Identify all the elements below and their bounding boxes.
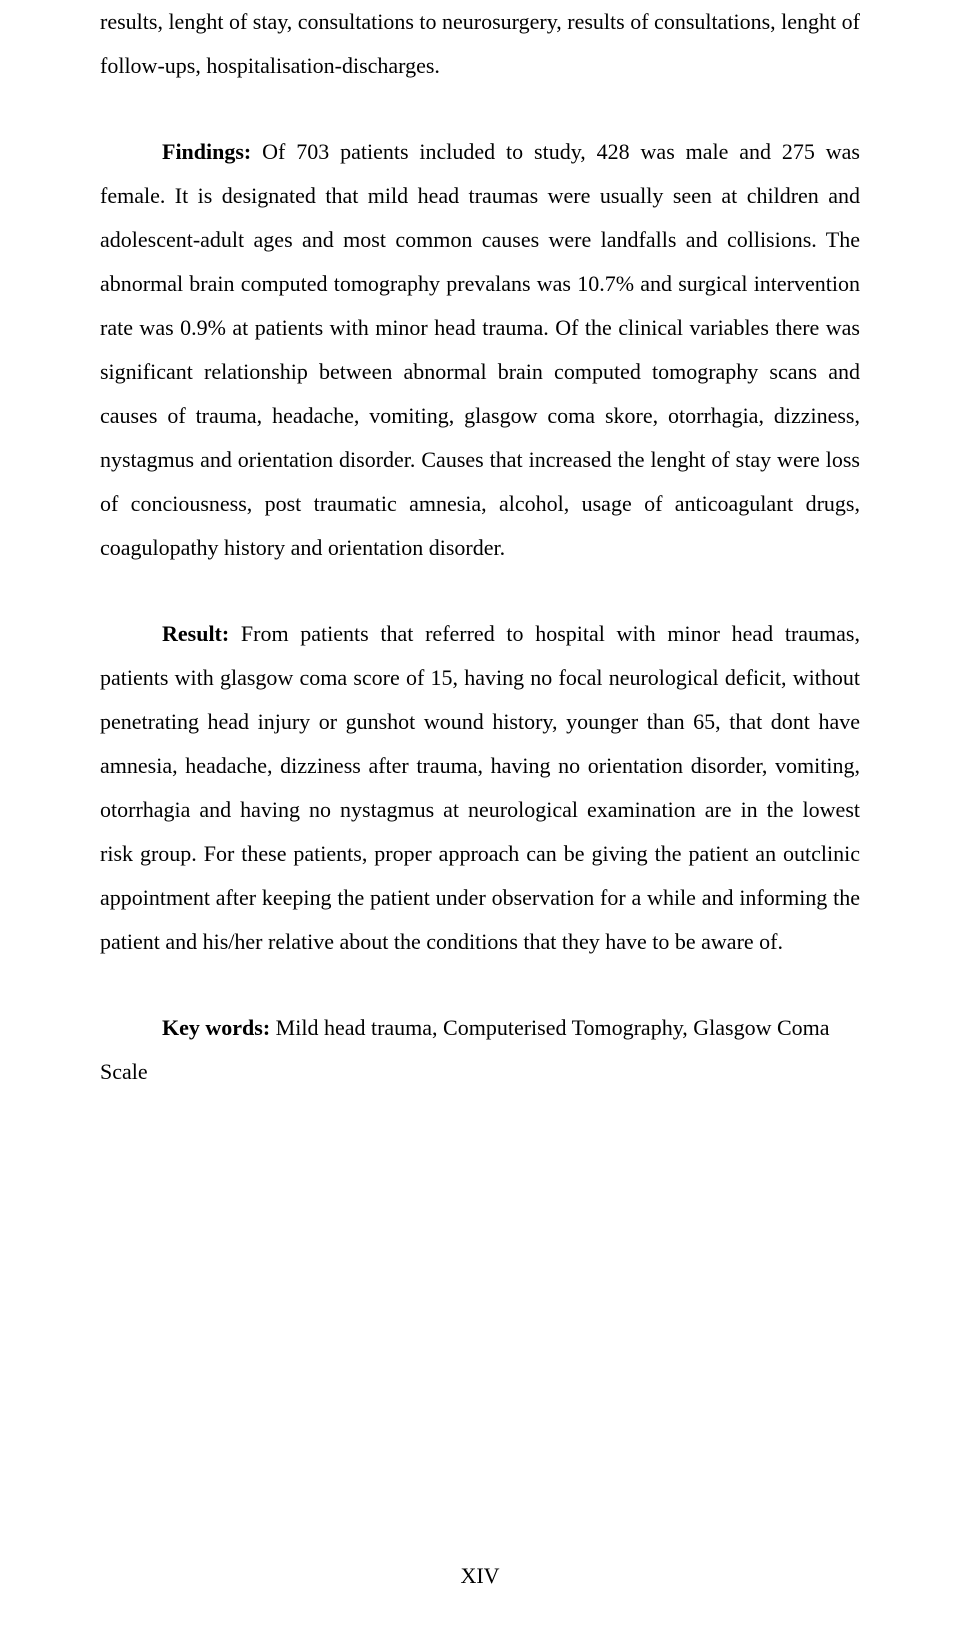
keywords-line: Key words: Mild head trauma, Computerise… bbox=[100, 1006, 860, 1050]
keywords-label: Key words: bbox=[162, 1015, 270, 1040]
findings-text: Of 703 patients included to study, 428 w… bbox=[100, 139, 860, 560]
scale-text: Scale bbox=[100, 1050, 860, 1094]
result-text: From patients that referred to hospital … bbox=[100, 621, 860, 954]
keywords-section: Key words: Mild head trauma, Computerise… bbox=[100, 1006, 860, 1094]
page-number: XIV bbox=[0, 1563, 960, 1589]
paragraph-result: Result: From patients that referred to h… bbox=[100, 612, 860, 964]
keywords-text: Mild head trauma, Computerised Tomograph… bbox=[270, 1015, 829, 1040]
paragraph-findings: Findings: Of 703 patients included to st… bbox=[100, 130, 860, 570]
paragraph-1: results, lenght of stay, consultations t… bbox=[100, 0, 860, 88]
findings-label: Findings: bbox=[162, 139, 251, 164]
result-label: Result: bbox=[162, 621, 229, 646]
